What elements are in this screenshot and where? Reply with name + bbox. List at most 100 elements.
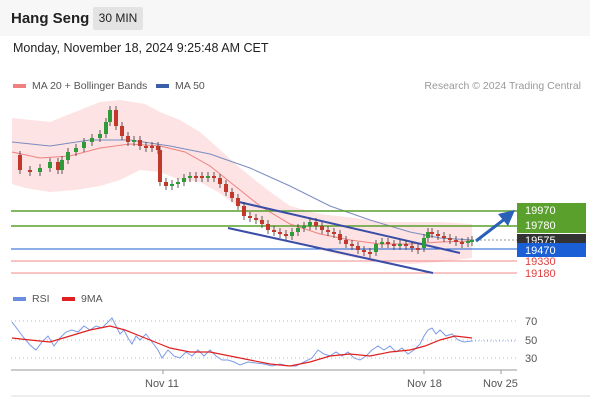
trendline-lower bbox=[227, 227, 434, 274]
candle-body bbox=[176, 182, 180, 184]
candle-body bbox=[398, 244, 402, 246]
candle-body bbox=[254, 218, 258, 220]
legend-ma20-bollinger: MA 20 + Bollinger Bands bbox=[13, 80, 147, 92]
candle-body bbox=[272, 230, 276, 232]
legend-rsi: RSI bbox=[13, 293, 50, 305]
candle-body bbox=[206, 176, 210, 178]
candle-body bbox=[368, 252, 372, 254]
candle-body bbox=[18, 155, 22, 170]
candle-body bbox=[460, 242, 464, 244]
candle-body bbox=[404, 244, 408, 246]
candle-body bbox=[284, 234, 288, 236]
candlesticks bbox=[18, 106, 474, 258]
candle-body bbox=[266, 224, 270, 230]
candle-body bbox=[108, 110, 112, 122]
rsi-swatch-icon bbox=[13, 297, 26, 302]
legend-ma50: MA 50 bbox=[156, 80, 205, 92]
candle-body bbox=[28, 170, 32, 172]
candle-body bbox=[200, 176, 204, 178]
candle-body bbox=[448, 238, 452, 240]
candle-body bbox=[436, 234, 440, 236]
level-tag-19970 bbox=[517, 203, 586, 218]
candle-body bbox=[454, 240, 458, 242]
chart-header: Hang Seng 30 MIN bbox=[0, 0, 590, 36]
candle-body bbox=[374, 244, 378, 252]
candle-body bbox=[278, 232, 282, 234]
candle-body bbox=[224, 184, 228, 192]
candle-body bbox=[422, 238, 426, 248]
x-label-nov18: Nov 18 bbox=[407, 378, 442, 390]
candle-body bbox=[158, 150, 162, 182]
candle-body bbox=[338, 234, 342, 240]
instrument-title: Hang Seng bbox=[11, 10, 90, 27]
candle-body bbox=[66, 152, 70, 160]
candle-body bbox=[308, 222, 312, 226]
candle-body bbox=[48, 162, 52, 168]
legend-rsi-label: RSI bbox=[32, 293, 50, 305]
ma20-swatch-icon bbox=[13, 84, 26, 89]
level-label-19330: 19330 bbox=[525, 256, 556, 268]
x-label-nov11: Nov 11 bbox=[145, 378, 179, 390]
candle-body bbox=[442, 236, 446, 238]
candle-body bbox=[188, 176, 192, 178]
candle-body bbox=[430, 232, 434, 234]
candle-body bbox=[344, 240, 348, 244]
legend-rsi-ma: 9MA bbox=[62, 293, 103, 305]
candle-body bbox=[260, 220, 264, 224]
candle-body bbox=[164, 182, 168, 186]
candle-body bbox=[98, 134, 102, 138]
candle-body bbox=[170, 184, 174, 186]
level-tag-19575 bbox=[517, 234, 586, 244]
candle-body bbox=[60, 160, 64, 170]
rsi-tick-30: 30 bbox=[525, 353, 537, 365]
projection-arrowhead-icon bbox=[498, 210, 515, 226]
candle-body bbox=[132, 140, 136, 142]
candle-body bbox=[182, 178, 186, 182]
candle-body bbox=[242, 206, 246, 216]
candle-body bbox=[38, 168, 42, 172]
candle-body bbox=[326, 230, 330, 232]
candle-body bbox=[290, 232, 294, 236]
candle-body bbox=[56, 162, 60, 170]
level-tag-19780 bbox=[517, 218, 586, 233]
candle-body bbox=[144, 146, 148, 148]
projection-arrow bbox=[475, 216, 507, 243]
rsi-ma-line bbox=[11, 325, 473, 367]
candle-body bbox=[236, 198, 240, 206]
candle-body bbox=[386, 242, 390, 244]
candle-body bbox=[114, 110, 118, 126]
candle-body bbox=[120, 126, 124, 136]
legend-ma20-label: MA 20 + Bollinger Bands bbox=[32, 80, 148, 92]
candle-body bbox=[392, 244, 396, 246]
candle-body bbox=[466, 241, 470, 243]
credit-text: Research © 2024 Trading Central bbox=[424, 80, 581, 92]
candle-body bbox=[332, 232, 336, 234]
candle-body bbox=[156, 146, 160, 150]
candle-body bbox=[320, 226, 324, 230]
candle-body bbox=[104, 122, 108, 134]
timeframe-button[interactable]: 30 MIN bbox=[93, 7, 143, 30]
candle-body bbox=[218, 178, 222, 184]
level-label-19970: 19970 bbox=[525, 205, 556, 217]
candle-body bbox=[356, 246, 360, 250]
candle-body bbox=[126, 136, 130, 142]
candle-body bbox=[90, 138, 94, 142]
x-label-nov25: Nov 25 bbox=[483, 378, 518, 390]
level-label-19780: 19780 bbox=[525, 220, 556, 232]
candle-body bbox=[248, 216, 252, 218]
candle-body bbox=[380, 242, 384, 244]
legend-ma50-label: MA 50 bbox=[175, 80, 205, 92]
candle-body bbox=[410, 246, 414, 248]
level-label-19470: 19470 bbox=[525, 245, 556, 257]
candle-body bbox=[138, 140, 142, 146]
candle-body bbox=[296, 228, 300, 232]
rsi-tick-70: 70 bbox=[525, 316, 537, 328]
candle-body bbox=[194, 176, 198, 178]
rsi-tick-50: 50 bbox=[525, 335, 537, 347]
candle-body bbox=[302, 226, 306, 228]
candle-body bbox=[350, 244, 354, 246]
candle-body bbox=[362, 250, 366, 252]
candle-body bbox=[230, 192, 234, 198]
level-tag-19470 bbox=[517, 243, 586, 257]
